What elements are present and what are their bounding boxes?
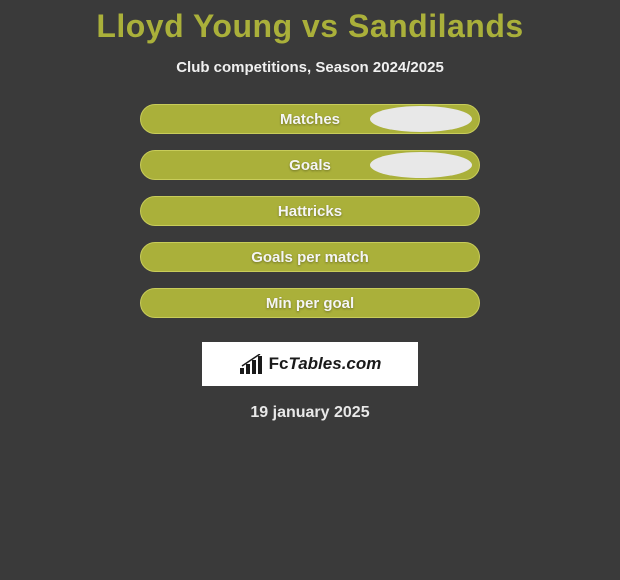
- date-label: 19 january 2025: [250, 404, 369, 422]
- stat-bar: Hattricks: [140, 196, 480, 226]
- brand-prefix: Fc: [269, 354, 289, 373]
- brand-text: FcTables.com: [269, 354, 382, 374]
- page-title: Lloyd Young vs Sandilands: [96, 8, 523, 45]
- stat-label: Matches: [280, 111, 340, 128]
- stats-list: Matches2 Goals Hattricks Goals per match Min…: [140, 104, 480, 334]
- stat-row: Hattricks: [140, 196, 480, 226]
- brand-suffix: Tables.com: [288, 354, 381, 373]
- stat-bar: Min per goal: [140, 288, 480, 318]
- bar-chart-icon: [239, 354, 263, 374]
- comparison-widget: Lloyd Young vs Sandilands Club competiti…: [0, 0, 620, 422]
- stat-label: Goals: [289, 157, 331, 174]
- stat-row: Goals: [140, 150, 480, 180]
- stat-row: Goals per match: [140, 242, 480, 272]
- subtitle: Club competitions, Season 2024/2025: [176, 59, 444, 76]
- stat-bar: Goals per match: [140, 242, 480, 272]
- right-value-ellipse: [370, 106, 472, 132]
- stat-row: Matches2: [140, 104, 480, 134]
- stat-row: Min per goal: [140, 288, 480, 318]
- stat-label: Goals per match: [251, 249, 369, 266]
- right-value-ellipse: [370, 152, 472, 178]
- stat-label: Min per goal: [266, 295, 354, 312]
- stat-label: Hattricks: [278, 203, 342, 220]
- brand-logo[interactable]: FcTables.com: [202, 342, 418, 386]
